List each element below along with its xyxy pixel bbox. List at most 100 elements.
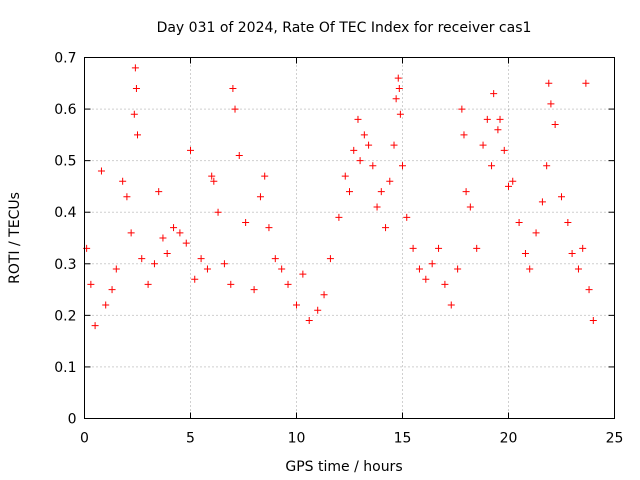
data-point: [131, 64, 139, 72]
plot-frame: [84, 57, 615, 419]
data-point: [326, 255, 334, 263]
data-point: [220, 260, 228, 268]
data-point: [409, 244, 417, 252]
y-tick-label: 0.7: [54, 51, 76, 67]
data-point: [97, 167, 105, 175]
y-tick-label: 0.1: [54, 360, 76, 376]
axis-ticks: 0 5 10 15 20 25 0 0.1 0.2 0.3 0.4 0.5 0.6 0.7: [54, 51, 623, 447]
data-point: [278, 265, 286, 273]
data-point: [210, 177, 218, 185]
data-point: [203, 265, 211, 273]
data-point: [341, 172, 349, 180]
data-point: [112, 265, 120, 273]
data-point: [360, 131, 368, 139]
y-tick-label: 0.5: [54, 154, 76, 170]
data-point: [144, 280, 152, 288]
y-tick-label: 0: [68, 412, 77, 428]
data-point: [551, 121, 559, 129]
data-point: [123, 193, 131, 201]
x-tick-label: 0: [80, 431, 89, 447]
y-tick-label: 0.2: [54, 308, 76, 324]
data-point: [346, 188, 353, 196]
data-point: [335, 213, 343, 221]
data-point: [466, 203, 474, 211]
data-point: [558, 193, 565, 201]
data-point: [564, 219, 572, 227]
chart-title: Day 031 of 2024, Rate Of TEC Index for r…: [157, 20, 532, 36]
data-point: [138, 255, 146, 263]
data-point: [284, 280, 292, 288]
data-point: [395, 84, 403, 92]
data-point: [479, 141, 487, 149]
x-tick-label: 20: [500, 431, 518, 447]
data-point: [515, 219, 523, 227]
data-point: [494, 126, 502, 134]
data-point: [382, 224, 390, 232]
data-point: [435, 244, 443, 252]
data-point: [187, 146, 194, 154]
data-point: [214, 208, 222, 216]
data-point: [350, 146, 358, 154]
data-point: [390, 141, 398, 149]
data-point: [373, 203, 381, 211]
x-axis-label: GPS time / hours: [285, 459, 402, 475]
data-point: [521, 249, 529, 257]
data-point: [163, 249, 171, 257]
y-tick-label: 0.4: [54, 205, 76, 221]
data-point: [256, 193, 264, 201]
data-point: [119, 177, 127, 185]
data-point: [314, 306, 322, 314]
data-point: [293, 301, 300, 309]
data-point: [526, 265, 534, 273]
data-point: [394, 74, 402, 82]
y-tick-label: 0.3: [54, 257, 76, 273]
data-point: [155, 188, 163, 196]
data-point: [150, 260, 158, 268]
data-point: [159, 234, 167, 242]
x-tick-label: 25: [606, 431, 624, 447]
data-point: [454, 265, 462, 273]
data-point: [579, 244, 587, 252]
data-point: [547, 100, 555, 108]
data-point: [403, 213, 411, 221]
data-point: [428, 260, 436, 268]
data-point: [538, 198, 546, 206]
data-point: [271, 255, 279, 263]
data-point: [134, 131, 141, 139]
data-point: [127, 229, 135, 237]
data-point: [208, 172, 216, 180]
data-point: [91, 322, 99, 330]
data-point: [585, 286, 593, 294]
data-point: [473, 244, 481, 252]
data-point: [422, 275, 430, 283]
data-point: [250, 286, 258, 294]
data-point: [496, 115, 504, 123]
data-point: [170, 224, 178, 232]
data-point: [462, 188, 470, 196]
data-point: [509, 177, 517, 185]
data-point: [108, 286, 116, 294]
data-point: [365, 141, 373, 149]
data-point: [392, 95, 400, 103]
data-point: [505, 182, 512, 190]
data-point: [261, 172, 269, 180]
data-point: [87, 280, 95, 288]
data-point: [441, 280, 449, 288]
data-point: [532, 229, 540, 237]
data-point: [182, 239, 190, 247]
data-point: [102, 301, 110, 309]
data-point: [227, 280, 235, 288]
data-point: [235, 151, 243, 159]
data-point: [130, 110, 138, 118]
data-point: [574, 265, 582, 273]
data-points: [83, 64, 597, 330]
data-point: [320, 291, 328, 299]
x-tick-label: 5: [186, 431, 195, 447]
grid: [84, 57, 615, 419]
data-point: [458, 105, 466, 113]
data-point: [399, 162, 406, 170]
data-point: [197, 255, 205, 263]
data-point: [229, 84, 237, 92]
data-point: [447, 301, 455, 309]
